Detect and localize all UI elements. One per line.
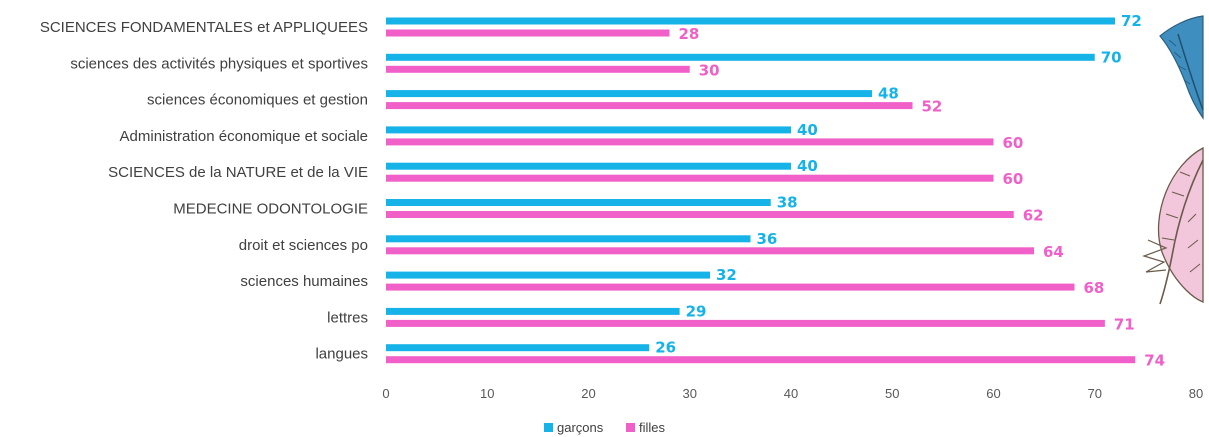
data-label-filles: 64 bbox=[1043, 243, 1064, 261]
legend-swatch-filles bbox=[626, 423, 635, 432]
bar-garcons bbox=[386, 235, 751, 243]
bar-filles bbox=[386, 211, 1014, 218]
x-tick-label: 10 bbox=[480, 386, 494, 401]
data-label-garcons: 40 bbox=[797, 121, 818, 139]
data-label-garcons: 40 bbox=[797, 157, 818, 175]
bar-garcons bbox=[386, 307, 680, 315]
data-label-filles: 28 bbox=[679, 25, 700, 43]
feather-quill-icon bbox=[1142, 15, 1204, 305]
data-label-garcons: 38 bbox=[777, 194, 798, 212]
legend-swatch-garcons bbox=[544, 423, 553, 432]
category-label: SCIENCES de la NATURE et de la VIE bbox=[108, 164, 368, 181]
data-label-filles: 60 bbox=[1003, 170, 1024, 188]
legend-label-garcons: garçons bbox=[557, 420, 604, 435]
x-tick-label: 60 bbox=[986, 386, 1000, 401]
data-label-filles: 62 bbox=[1023, 207, 1044, 225]
category-label: droit et sciences po bbox=[239, 237, 368, 254]
bar-filles bbox=[386, 356, 1136, 364]
data-label-garcons: 29 bbox=[686, 302, 707, 320]
category-label: SCIENCES FONDAMENTALES et APPLIQUEES bbox=[40, 19, 368, 36]
bars-layer bbox=[386, 17, 1136, 364]
data-label-garcons: 48 bbox=[878, 85, 899, 103]
legend-label-filles: filles bbox=[639, 420, 666, 435]
bar-garcons bbox=[386, 199, 771, 206]
x-tick-label: 0 bbox=[382, 386, 389, 401]
category-label: Administration économique et sociale bbox=[120, 128, 368, 145]
category-label: langues bbox=[315, 346, 368, 363]
bar-garcons bbox=[386, 17, 1115, 25]
data-label-garcons: 70 bbox=[1101, 48, 1122, 66]
data-labels: 72 28 70 30 48 52 40 60 40 60 38 62 36 64 32 68 29 71 26 74 bbox=[655, 12, 1165, 370]
x-tick-label: 50 bbox=[885, 386, 899, 401]
bar-garcons bbox=[386, 162, 791, 170]
x-tick-label: 80 bbox=[1189, 386, 1203, 401]
data-label-filles: 68 bbox=[1084, 279, 1105, 297]
data-label-filles: 30 bbox=[699, 61, 720, 79]
data-label-filles: 71 bbox=[1114, 315, 1135, 333]
x-tick-label: 70 bbox=[1088, 386, 1102, 401]
data-label-garcons: 26 bbox=[655, 339, 676, 357]
data-label-garcons: 36 bbox=[757, 230, 778, 248]
x-tick-label: 20 bbox=[581, 386, 595, 401]
bar-filles bbox=[386, 319, 1105, 327]
bar-filles bbox=[386, 174, 994, 182]
category-labels: SCIENCES FONDAMENTALES et APPLIQUEES scie… bbox=[40, 19, 368, 363]
category-label: lettres bbox=[327, 309, 368, 326]
bar-garcons bbox=[386, 53, 1095, 61]
x-tick-label: 30 bbox=[683, 386, 697, 401]
data-label-garcons: 72 bbox=[1121, 12, 1142, 30]
x-tick-label: 40 bbox=[784, 386, 798, 401]
bar-garcons bbox=[386, 90, 872, 98]
data-label-filles: 74 bbox=[1144, 352, 1165, 370]
bar-filles bbox=[386, 102, 913, 110]
data-label-garcons: 32 bbox=[716, 266, 737, 284]
bar-garcons bbox=[386, 126, 791, 134]
category-label: MEDECINE ODONTOLOGIE bbox=[173, 201, 368, 218]
x-axis-ticks: 0 10 20 30 40 50 60 70 80 bbox=[382, 386, 1203, 401]
data-label-filles: 52 bbox=[922, 98, 943, 116]
bar-garcons bbox=[386, 271, 710, 279]
bar-filles bbox=[386, 65, 690, 73]
data-label-filles: 60 bbox=[1003, 134, 1024, 152]
legend: garçons filles bbox=[544, 420, 666, 435]
bar-filles bbox=[386, 247, 1034, 255]
category-label: sciences humaines bbox=[240, 273, 368, 290]
category-label: sciences des activités physiques et spor… bbox=[70, 55, 368, 72]
bar-filles bbox=[386, 138, 994, 146]
bar-garcons bbox=[386, 344, 650, 352]
category-label: sciences économiques et gestion bbox=[147, 92, 368, 109]
bar-filles bbox=[386, 29, 670, 37]
bar-filles bbox=[386, 283, 1075, 291]
